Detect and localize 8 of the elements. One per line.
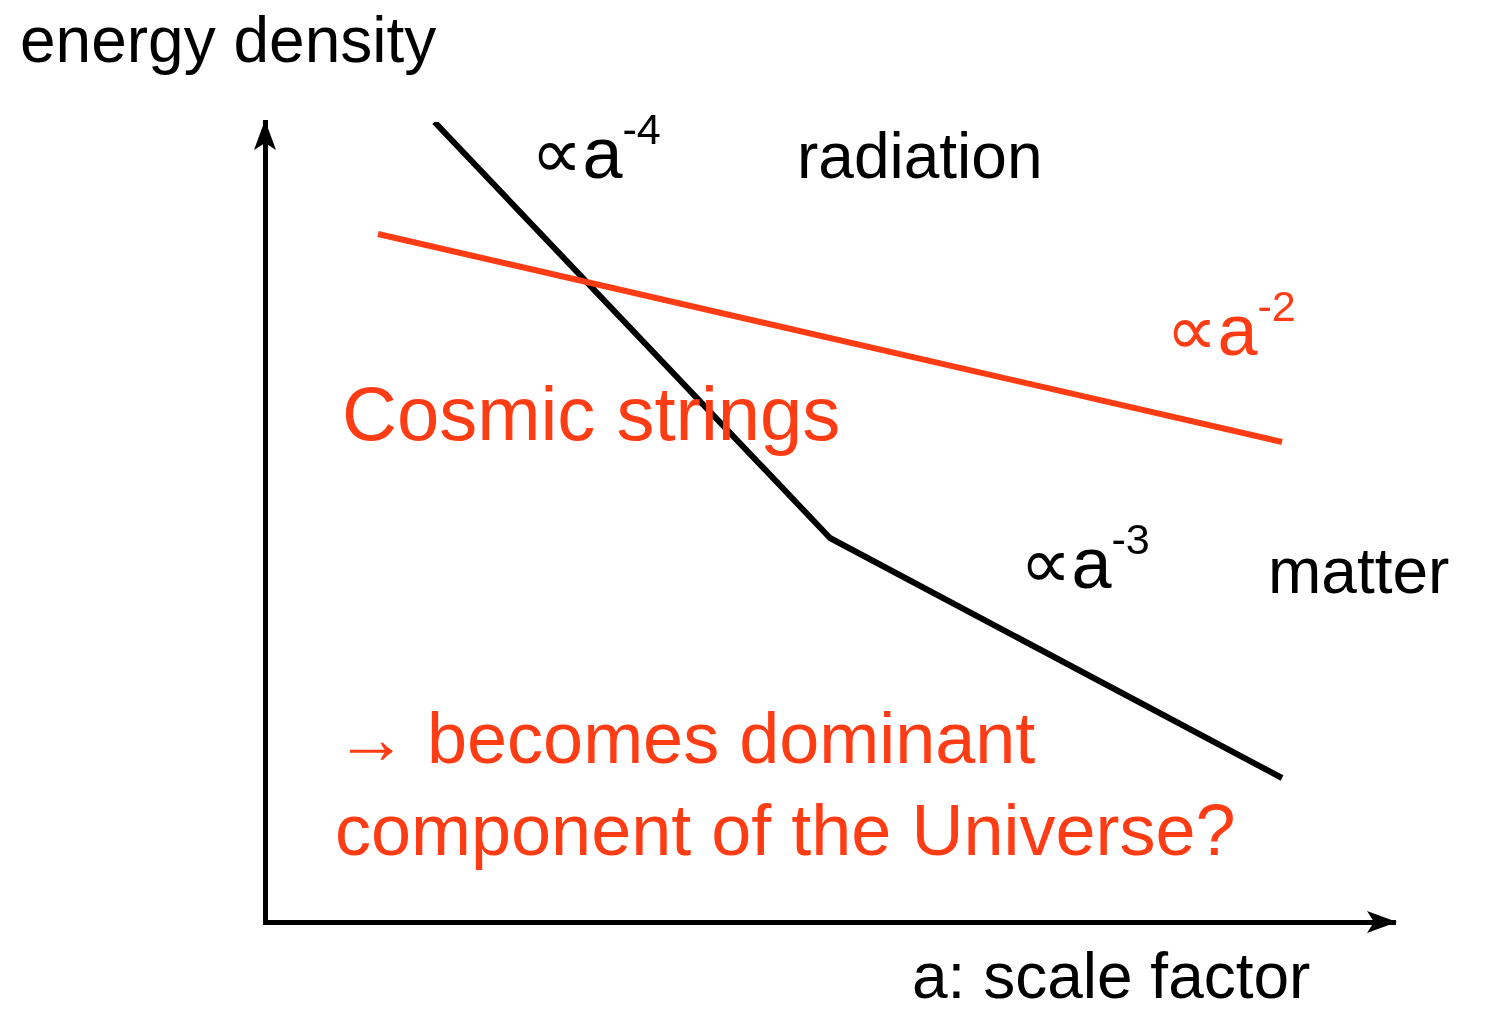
x-axis-title: a: scale factor xyxy=(912,939,1311,1011)
annotation: ∝a$^{-2}$ xyxy=(1166,281,1296,371)
annotation: radiation xyxy=(797,119,1043,192)
annotation: ∝a$^{-3}$ xyxy=(1020,514,1150,604)
annotation: → becomes dominant component of the Universe? xyxy=(335,697,1237,873)
y-axis-title: energy density xyxy=(20,3,437,76)
annotation: ∝a$^{-4}$ xyxy=(531,104,661,194)
annotation: matter xyxy=(1268,534,1450,607)
